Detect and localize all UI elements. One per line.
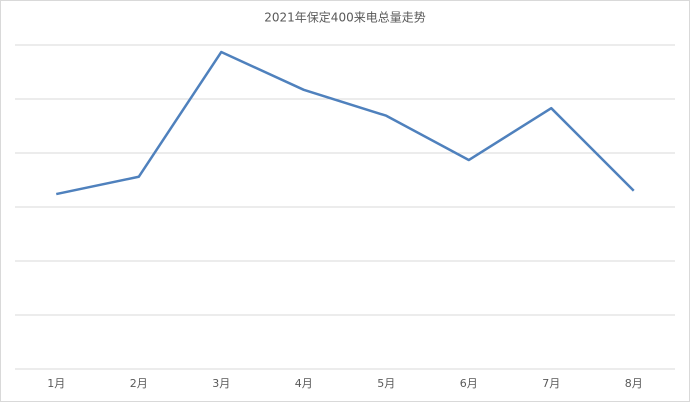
x-tick-label: 7月 [542, 377, 560, 390]
x-tick-label: 5月 [377, 377, 395, 390]
x-tick-label: 2月 [130, 377, 148, 390]
x-tick-label: 6月 [460, 377, 478, 390]
x-tick-label: 8月 [625, 377, 643, 390]
chart-title: 2021年保定400来电总量走势 [264, 10, 425, 25]
x-tick-label: 4月 [295, 377, 313, 390]
x-tick-label: 1月 [47, 377, 65, 390]
line-series [55, 50, 635, 196]
x-tick-label: 3月 [212, 377, 230, 390]
